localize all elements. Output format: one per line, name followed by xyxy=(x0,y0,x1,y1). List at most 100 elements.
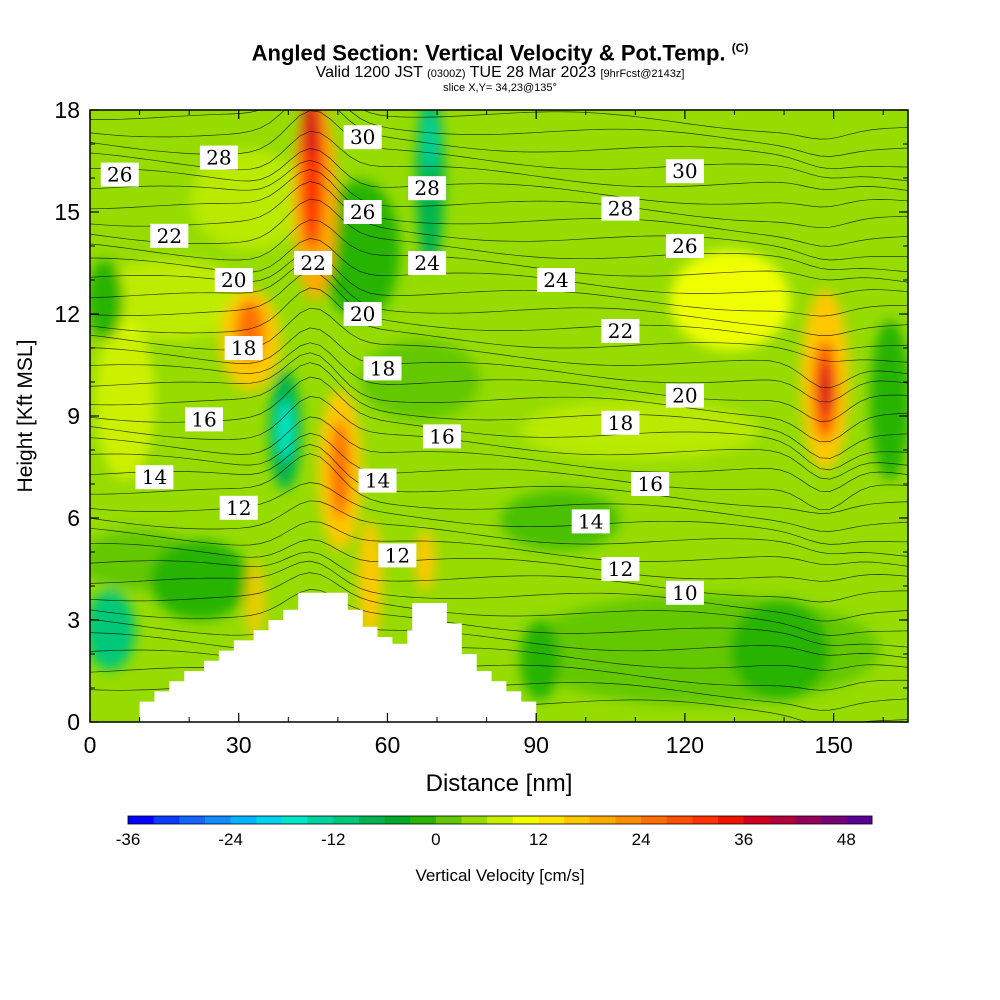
contour-label-box xyxy=(665,383,704,408)
colorbar-tick-label: -24 xyxy=(218,830,243,849)
contour-label-box xyxy=(100,162,139,187)
contour-label-box xyxy=(294,251,333,275)
x-axis-label: Distance [nm] xyxy=(426,770,573,797)
contour-label-box xyxy=(185,407,224,432)
contour-label-box xyxy=(150,223,189,248)
contour-label: 26 xyxy=(350,200,375,224)
colorbar-swatch xyxy=(743,816,770,824)
isentrope-line xyxy=(90,181,908,261)
contour-label: 28 xyxy=(414,176,439,200)
contour-label: 18 xyxy=(231,336,256,360)
isentrope-line xyxy=(90,362,908,459)
contour-label: 16 xyxy=(637,472,662,496)
colorbar-tick-label: 48 xyxy=(837,830,856,849)
valid-date: TUE 28 Mar 2023 xyxy=(469,64,597,82)
colorbar-swatch xyxy=(281,816,308,824)
contour-label: 18 xyxy=(608,411,633,435)
chart-subtitle: Valid 1200 JST (0300Z) TUE 28 Mar 2023 [… xyxy=(0,65,1000,82)
x-tick-label: 120 xyxy=(666,732,704,758)
y-tick-label: 18 xyxy=(54,97,80,123)
x-tick-label: 0 xyxy=(84,732,97,758)
colorbar-label: Vertical Velocity [cm/s] xyxy=(415,866,584,885)
colorbar-swatch xyxy=(769,816,796,824)
slice-info: slice X,Y= 34,23@135° xyxy=(443,82,557,95)
forecast-info: [9hrFcst@2143z] xyxy=(600,68,685,81)
colorbar-swatch xyxy=(153,816,180,824)
contour-label-box xyxy=(601,196,640,221)
contour-label-box xyxy=(601,557,640,581)
contour-label: 22 xyxy=(300,251,325,275)
y-tick-label: 0 xyxy=(67,709,80,735)
colorbar-swatch xyxy=(307,816,334,824)
isentrope-line xyxy=(90,169,908,247)
contour-label-box xyxy=(343,125,382,150)
contour-label: 22 xyxy=(157,224,182,248)
isentrope-line xyxy=(90,342,908,422)
contour-label: 16 xyxy=(429,424,454,448)
contour-label-box xyxy=(422,424,461,449)
isentrope-line xyxy=(90,110,908,157)
colorbar-swatch xyxy=(589,816,616,824)
contour-label-box xyxy=(408,176,447,201)
colorbar-swatch xyxy=(692,816,719,824)
isentrope-line xyxy=(90,572,908,636)
colorbar-swatch xyxy=(461,816,488,824)
x-axis: 0 30 60 90 120 150 xyxy=(84,110,884,758)
contour-label-box xyxy=(363,356,402,381)
velocity-field xyxy=(90,110,908,722)
isentrope-line xyxy=(90,628,908,671)
isentrope-line xyxy=(90,560,908,622)
contour-label-box xyxy=(601,410,640,435)
contour-label: 30 xyxy=(350,125,375,149)
isentrope-line xyxy=(90,159,908,229)
contour-label-box xyxy=(408,251,447,275)
contour-label: 12 xyxy=(608,557,633,581)
isentrope-line xyxy=(90,287,908,363)
contour-label: 26 xyxy=(672,234,697,258)
valid-time: Valid 1200 JST xyxy=(315,64,423,82)
isentrope-line xyxy=(90,148,908,208)
colorbar-swatch xyxy=(179,816,206,824)
colorbar-swatch xyxy=(718,816,745,824)
contour-label: 20 xyxy=(672,384,697,408)
contour-label: 14 xyxy=(365,469,390,493)
y-tick-label: 12 xyxy=(54,301,80,327)
contour-label-box xyxy=(343,200,382,224)
colorbar-swatch xyxy=(256,816,283,824)
isentrope-line xyxy=(90,219,908,283)
isentrope-line xyxy=(90,589,908,648)
colorbar-tick-label: 36 xyxy=(734,830,753,849)
colorbar-swatch xyxy=(358,816,385,824)
x-tick-label: 150 xyxy=(814,732,852,758)
contour-label-box xyxy=(665,234,704,258)
isentrope-line xyxy=(90,198,908,273)
isentrope-line xyxy=(90,521,908,567)
contour-label: 16 xyxy=(191,407,216,431)
field-shading xyxy=(90,110,908,705)
isentrope-line xyxy=(362,110,908,140)
contour-label: 20 xyxy=(221,268,246,292)
contour-label: 28 xyxy=(206,146,231,170)
contour-label-box xyxy=(571,509,610,534)
x-tick-label: 60 xyxy=(375,732,401,758)
contour-label: 24 xyxy=(414,251,439,275)
colorbar-swatch xyxy=(538,816,565,824)
colorbar-tick-label: 0 xyxy=(431,830,440,849)
isentrope-line xyxy=(90,432,908,511)
isentrope-line xyxy=(90,609,908,659)
colorbar-swatch xyxy=(410,816,437,824)
colorbar-swatch xyxy=(384,816,411,824)
colorbar-swatch xyxy=(128,816,154,824)
isentrope-line xyxy=(90,352,908,443)
chart-title: Angled Section: Vertical Velocity & Pot.… xyxy=(0,36,1000,65)
isentrope-line xyxy=(90,551,908,603)
contour-label-box xyxy=(343,302,382,326)
zulu-time: (0300Z) xyxy=(427,68,466,81)
colorbar-swatch xyxy=(846,816,873,824)
colorbar-swatch xyxy=(435,816,462,824)
x-tick-label: 90 xyxy=(523,732,549,758)
colorbar-swatch xyxy=(615,816,642,824)
contour-label-box xyxy=(631,472,670,496)
isentrope-line xyxy=(90,416,908,492)
